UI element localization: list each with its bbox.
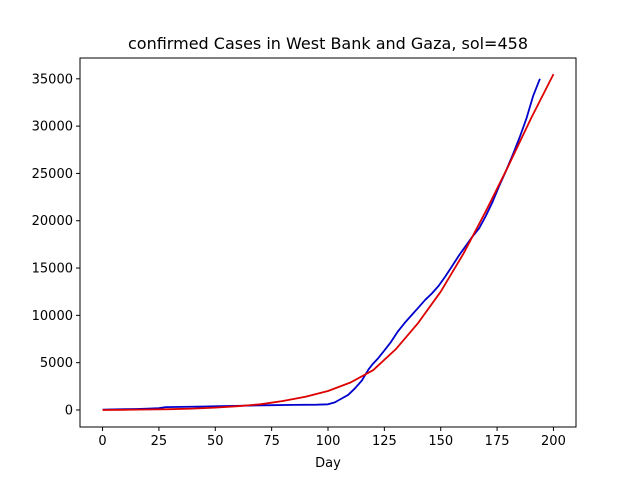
x-tick-label: 150 [428, 434, 453, 449]
y-tick-label: 5000 [40, 356, 73, 371]
x-tick-label: 75 [263, 434, 280, 449]
x-tick-label: 100 [316, 434, 341, 449]
x-tick-label: 125 [372, 434, 397, 449]
x-tick-label: 200 [541, 434, 566, 449]
series-line-1 [102, 78, 541, 411]
series-line-2 [102, 73, 555, 411]
y-tick-label: 30000 [32, 120, 73, 135]
x-tick-label: 25 [151, 434, 168, 449]
y-tick-label: 0 [65, 403, 73, 418]
y-tick-label: 35000 [32, 72, 73, 87]
y-tick-label: 15000 [32, 262, 73, 277]
x-tick-label: 175 [485, 434, 510, 449]
y-tick-label: 10000 [32, 309, 73, 324]
x-axis: 0 25 50 75 100 125 150 175 200 [98, 427, 566, 449]
y-axis: 0 5000 10000 15000 20000 25000 30000 35000 [32, 72, 80, 418]
x-axis-label: Day [315, 456, 341, 471]
chart-title: confirmed Cases in West Bank and Gaza, s… [128, 34, 528, 53]
plot-area [102, 73, 555, 411]
y-tick-label: 25000 [32, 167, 73, 182]
y-tick-label: 20000 [32, 214, 73, 229]
x-tick-label: 0 [98, 434, 106, 449]
x-tick-label: 50 [207, 434, 224, 449]
